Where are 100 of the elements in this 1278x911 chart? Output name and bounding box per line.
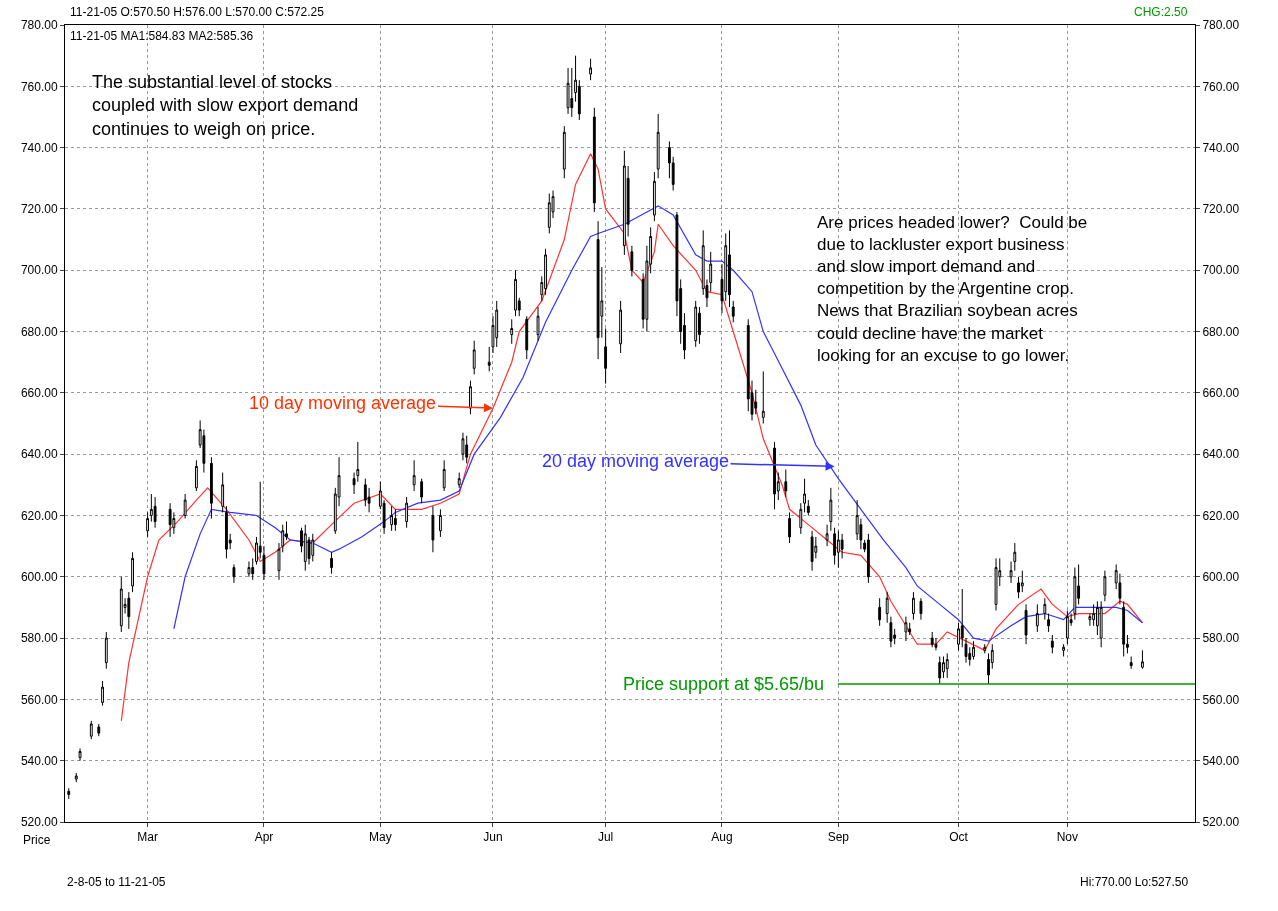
y-tick-label: 520.00 — [20, 815, 58, 830]
text: 11-21-05 O:570.50 H:576.00 L:570.00 C:572.25 — [70, 5, 325, 19]
candlestick — [514, 269, 517, 317]
candlestick — [761, 370, 765, 424]
candlestick — [209, 456, 213, 520]
candlestick — [942, 655, 945, 679]
candlestick — [183, 493, 187, 520]
candlestick — [225, 505, 228, 559]
candlestick — [194, 459, 198, 492]
candlestick — [592, 107, 596, 213]
candlestick — [904, 616, 908, 642]
y2-tick-label: 580.00 — [1202, 631, 1240, 646]
candlestick — [1103, 570, 1107, 602]
y2-tick-label: 680.00 — [1202, 324, 1240, 339]
y-tick-label: 620.00 — [20, 508, 58, 523]
y2-tick-label: 520.00 — [1202, 815, 1240, 830]
y-tick-label: 680.00 — [20, 324, 58, 339]
y2-tick-label: 720.00 — [1202, 202, 1240, 217]
candlestick — [1024, 603, 1028, 645]
x-tick-label: Sep — [827, 830, 850, 845]
candlestick — [878, 597, 882, 627]
candlestick — [589, 58, 592, 81]
candlestick — [1122, 600, 1126, 657]
candlestick — [168, 502, 172, 538]
x-tick-label: Oct — [949, 830, 969, 845]
candlestick — [442, 459, 446, 492]
candlestick — [652, 171, 656, 222]
candlestick — [773, 441, 776, 510]
text: 2-8-05 to 11-21-05 — [67, 875, 166, 889]
candlestick — [461, 432, 465, 461]
y-tick-label: 700.00 — [20, 263, 58, 278]
candlestick — [604, 327, 608, 385]
candlestick — [630, 245, 634, 277]
candlestick — [912, 591, 915, 621]
candlestick — [303, 524, 307, 572]
candlestick — [829, 487, 833, 532]
candlestick — [439, 508, 442, 538]
candlestick — [469, 380, 472, 415]
candlestick — [1099, 600, 1103, 648]
candlestick — [1065, 609, 1069, 645]
annotation: Are prices headed lower? Could be due to lackluster export business and slow import demand and competition by the Argentine crop. News that Brazilian soybean acres could decline have the market looking for an excuse to go lower. — [817, 213, 1088, 365]
y-tick-label: 740.00 — [20, 140, 58, 155]
candlestick — [562, 125, 566, 179]
candlestick — [810, 530, 814, 572]
y-tick-label: 640.00 — [20, 447, 58, 462]
annotation: 10 day moving average — [249, 393, 437, 413]
y-tick-label: 660.00 — [20, 386, 58, 401]
candlestick — [930, 631, 934, 648]
candlestick — [153, 496, 157, 529]
candlestick — [784, 468, 788, 498]
text: CHG:2.50 — [1134, 5, 1188, 19]
y-tick-label: 780.00 — [20, 18, 58, 33]
annotation: 20 day moving average — [542, 451, 730, 471]
candlestick — [938, 655, 942, 685]
candlestick — [919, 597, 923, 621]
candlestick — [728, 229, 731, 308]
candlestick — [825, 524, 829, 547]
x-tick-label: Apr — [254, 830, 274, 845]
candlestick — [1141, 649, 1144, 670]
candlestick — [866, 533, 870, 584]
candlestick — [412, 459, 416, 492]
candlestick — [457, 472, 461, 489]
candlestick — [731, 300, 735, 323]
candlestick — [994, 557, 998, 611]
y2-tick-label: 700.00 — [1202, 263, 1240, 278]
candlestick — [547, 193, 551, 234]
y-tick-label: 600.00 — [20, 569, 58, 584]
candlestick — [465, 435, 469, 464]
candlestick — [311, 533, 315, 562]
y2-tick-label: 560.00 — [1202, 692, 1240, 707]
candlestick — [251, 557, 255, 581]
candlestick — [1035, 603, 1039, 633]
y-tick-label: 540.00 — [20, 753, 58, 768]
candlestick — [390, 505, 394, 532]
candlestick — [806, 499, 810, 516]
x-tick-label: Nov — [1056, 830, 1079, 845]
candlestick — [983, 643, 987, 654]
annotation: The substantial level of stocks coupled with slow export demand continues to weigh on price. — [92, 72, 359, 139]
text: Hi:770.00 Lo:527.50 — [1080, 875, 1189, 889]
candlestick — [656, 113, 660, 179]
candlestick — [945, 652, 949, 679]
candlestick — [330, 551, 333, 575]
y2-tick-label: 540.00 — [1202, 753, 1240, 768]
candlestick — [1047, 613, 1051, 633]
y2-tick-label: 780.00 — [1202, 18, 1240, 33]
candlestick — [788, 511, 791, 544]
candlestick — [1129, 655, 1133, 670]
candlestick — [619, 300, 623, 354]
candlestick — [525, 315, 529, 360]
text: Price — [23, 833, 51, 847]
candlestick — [833, 527, 837, 566]
candlestick — [536, 306, 540, 342]
x-tick-label: Mar — [137, 830, 158, 845]
candlestick — [510, 318, 514, 345]
candlestick — [622, 150, 626, 256]
candlestick — [431, 505, 435, 553]
line-series — [173, 205, 1144, 642]
candlestick — [146, 511, 150, 538]
y2-tick-label: 760.00 — [1202, 79, 1240, 94]
ref-line-label: Price support at $5.65/bu — [623, 674, 825, 694]
